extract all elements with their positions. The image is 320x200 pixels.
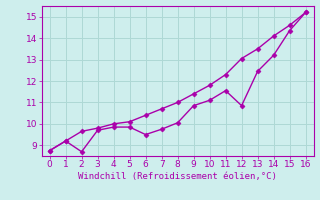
X-axis label: Windchill (Refroidissement éolien,°C): Windchill (Refroidissement éolien,°C) (78, 172, 277, 181)
